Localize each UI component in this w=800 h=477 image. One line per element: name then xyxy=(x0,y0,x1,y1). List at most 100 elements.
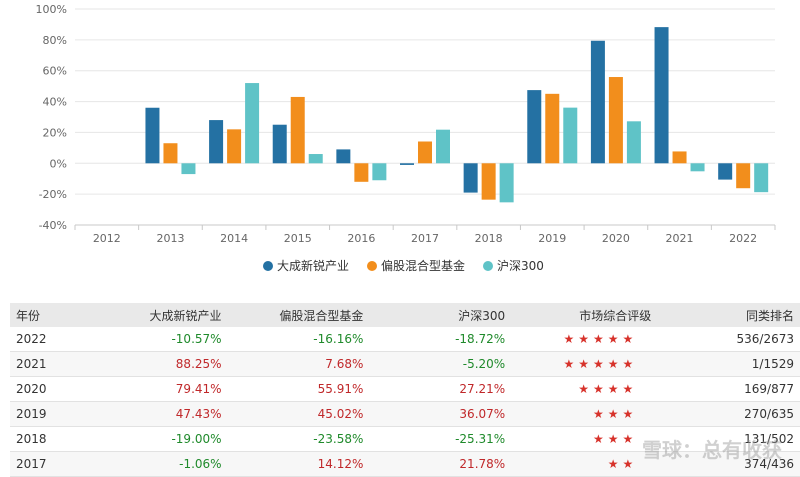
cell-rating-stars: ★★★ xyxy=(511,401,658,427)
bar-大成新锐产业-2021 xyxy=(654,27,669,164)
cell-year: 2021 xyxy=(10,351,86,377)
x-tick-label: 2016 xyxy=(347,232,375,245)
cell-rank: 169/877 xyxy=(657,376,800,402)
table-row: 2018 -19.00% -23.58% -25.31% ★★★ 131/502 xyxy=(10,426,800,452)
legend-label: 偏股混合型基金 xyxy=(381,258,465,273)
header-fund: 大成新锐产业 xyxy=(85,303,228,327)
y-tick-label: 100% xyxy=(36,3,67,16)
returns-table-container: 年份 大成新锐产业 偏股混合型基金 沪深300 市场综合评级 同类排名 2022… xyxy=(10,303,800,477)
table-header-row: 年份 大成新锐产业 偏股混合型基金 沪深300 市场综合评级 同类排名 xyxy=(10,303,800,327)
x-tick-label: 2020 xyxy=(602,232,630,245)
cell-category-return: 45.02% xyxy=(227,401,370,427)
table-row: 2017 -1.06% 14.12% 21.78% ★★ 374/436 xyxy=(10,451,800,477)
bar-偏股混合型基金-2022 xyxy=(736,163,751,189)
bar-沪深300-2017 xyxy=(436,129,450,164)
bar-偏股混合型基金-2020 xyxy=(608,77,623,164)
bar-偏股混合型基金-2015 xyxy=(290,96,305,164)
cell-fund-return: 79.41% xyxy=(85,376,228,402)
bar-大成新锐产业-2017 xyxy=(400,163,414,165)
x-tick-label: 2022 xyxy=(729,232,757,245)
legend-swatch xyxy=(263,261,273,271)
x-tick-label: 2021 xyxy=(666,232,694,245)
cell-fund-return: -19.00% xyxy=(85,426,228,452)
table-body: 2022 -10.57% -16.16% -18.72% ★★★★★ 536/2673 20… xyxy=(10,327,800,477)
bar-沪深300-2013 xyxy=(181,163,196,175)
cell-rank: 374/436 xyxy=(657,451,800,477)
cell-category-return: -16.16% xyxy=(227,327,370,352)
bar-偏股混合型基金-2018 xyxy=(481,163,496,200)
bar-偏股混合型基金-2016 xyxy=(354,163,369,182)
cell-rank: 536/2673 xyxy=(657,327,800,352)
y-tick-label: 80% xyxy=(43,34,67,47)
cell-index-return: 36.07% xyxy=(369,401,512,427)
table-row: 2019 47.43% 45.02% 36.07% ★★★ 270/635 xyxy=(10,401,800,427)
bar-沪深300-2020 xyxy=(626,121,641,164)
x-tick-label: 2019 xyxy=(538,232,566,245)
chart-svg: -40% -20% 0% 20% 40% 60% 80% 100% 2012 2013 2014 20… xyxy=(36,3,776,273)
cell-year: 2018 xyxy=(10,426,86,452)
cell-index-return: -18.72% xyxy=(369,327,512,352)
cell-index-return: 27.21% xyxy=(369,376,512,402)
y-tick-label: -40% xyxy=(39,219,67,232)
y-tick-label: -20% xyxy=(39,188,67,201)
bar-沪深300-2014 xyxy=(245,83,260,164)
cell-year: 2022 xyxy=(10,327,86,352)
bar-大成新锐产业-2020 xyxy=(590,40,605,164)
cell-year: 2019 xyxy=(10,401,86,427)
cell-category-return: -23.58% xyxy=(227,426,370,452)
x-tick-label: 2014 xyxy=(220,232,248,245)
cell-rating-stars: ★★★ xyxy=(511,426,658,452)
bar-大成新锐产业-2013 xyxy=(145,107,160,164)
legend-swatch xyxy=(483,261,493,271)
y-tick-label: 0% xyxy=(50,157,67,170)
legend-label: 大成新锐产业 xyxy=(277,258,349,273)
bar-大成新锐产业-2019 xyxy=(527,90,542,164)
x-tick-label: 2015 xyxy=(284,232,312,245)
cell-year: 2020 xyxy=(10,376,86,402)
cell-index-return: -25.31% xyxy=(369,426,512,452)
cell-rank: 131/502 xyxy=(657,426,800,452)
bar-chart: -40% -20% 0% 20% 40% 60% 80% 100% 2012 2013 2014 20… xyxy=(36,3,776,273)
bar-沪深300-2021 xyxy=(690,163,705,172)
bar-偏股混合型基金-2014 xyxy=(227,129,242,164)
header-category: 偏股混合型基金 xyxy=(227,303,370,327)
cell-rating-stars: ★★★★★ xyxy=(511,351,658,377)
bar-沪深300-2015 xyxy=(308,154,323,164)
cell-rating-stars: ★★★★★ xyxy=(511,327,658,352)
bar-大成新锐产业-2016 xyxy=(336,149,351,164)
cell-category-return: 55.91% xyxy=(227,376,370,402)
header-year: 年份 xyxy=(10,303,86,327)
y-tick-label: 60% xyxy=(43,65,67,78)
x-tick-label: 2018 xyxy=(475,232,503,245)
cell-rating-stars: ★★★★ xyxy=(511,376,658,402)
y-tick-label: 40% xyxy=(43,96,67,109)
cell-fund-return: -10.57% xyxy=(85,327,228,352)
bar-沪深300-2022 xyxy=(754,163,769,193)
bar-大成新锐产业-2015 xyxy=(272,124,287,164)
bar-沪深300-2018 xyxy=(499,163,514,203)
bar-偏股混合型基金-2019 xyxy=(545,93,560,164)
bar-大成新锐产业-2014 xyxy=(209,120,224,164)
x-tick-label: 2012 xyxy=(93,232,121,245)
table-row: 2021 88.25% 7.68% -5.20% ★★★★★ 1/1529 xyxy=(10,351,800,377)
cell-rank: 1/1529 xyxy=(657,351,800,377)
x-tick-label: 2017 xyxy=(411,232,439,245)
bar-大成新锐产业-2022 xyxy=(718,163,733,180)
cell-fund-return: -1.06% xyxy=(85,451,228,477)
cell-fund-return: 47.43% xyxy=(85,401,228,427)
bar-大成新锐产业-2018 xyxy=(463,163,478,193)
x-tick-label: 2013 xyxy=(156,232,184,245)
header-rating: 市场综合评级 xyxy=(511,303,658,327)
bar-沪深300-2016 xyxy=(372,163,387,181)
legend-label: 沪深300 xyxy=(497,259,544,273)
watermark-logo: 雪球：总有收获 xyxy=(642,438,782,462)
y-tick-label: 20% xyxy=(43,126,67,139)
legend-swatch xyxy=(367,261,377,271)
header-rank: 同类排名 xyxy=(657,303,800,327)
cell-rank: 270/635 xyxy=(657,401,800,427)
cell-index-return: -5.20% xyxy=(369,351,512,377)
returns-table: 年份 大成新锐产业 偏股混合型基金 沪深300 市场综合评级 同类排名 2022… xyxy=(10,303,800,477)
cell-fund-return: 88.25% xyxy=(85,351,228,377)
cell-category-return: 7.68% xyxy=(227,351,370,377)
table-row: 2022 -10.57% -16.16% -18.72% ★★★★★ 536/2673 xyxy=(10,327,800,352)
